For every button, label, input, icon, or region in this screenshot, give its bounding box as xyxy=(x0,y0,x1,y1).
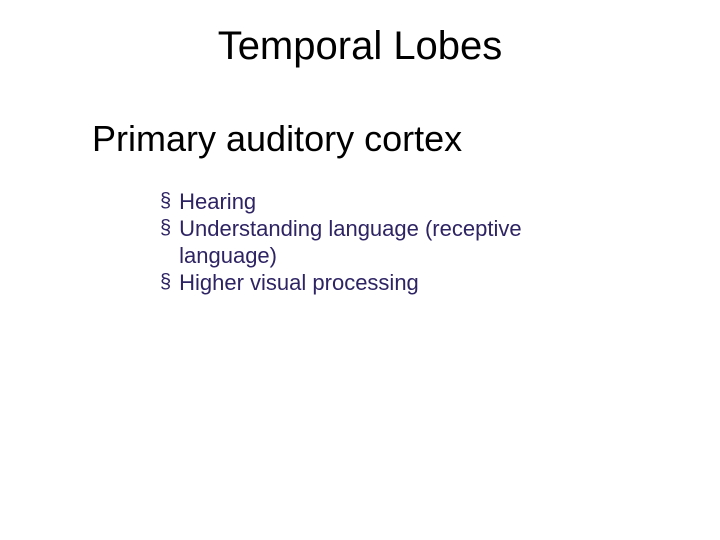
slide-title: Temporal Lobes xyxy=(0,24,720,69)
bullet-list: § Hearing § Understanding language (rece… xyxy=(160,188,580,296)
list-item: § Understanding language (receptive lang… xyxy=(160,215,580,269)
bullet-icon: § xyxy=(160,188,171,215)
bullet-icon: § xyxy=(160,269,171,296)
slide: Temporal Lobes Primary auditory cortex §… xyxy=(0,0,720,540)
slide-subtitle: Primary auditory cortex xyxy=(92,118,462,160)
list-item: § Hearing xyxy=(160,188,580,215)
bullet-icon: § xyxy=(160,215,171,242)
bullet-text: Understanding language (receptive langua… xyxy=(179,215,580,269)
bullet-text: Hearing xyxy=(179,188,580,215)
bullet-text: Higher visual processing xyxy=(179,269,580,296)
list-item: § Higher visual processing xyxy=(160,269,580,296)
